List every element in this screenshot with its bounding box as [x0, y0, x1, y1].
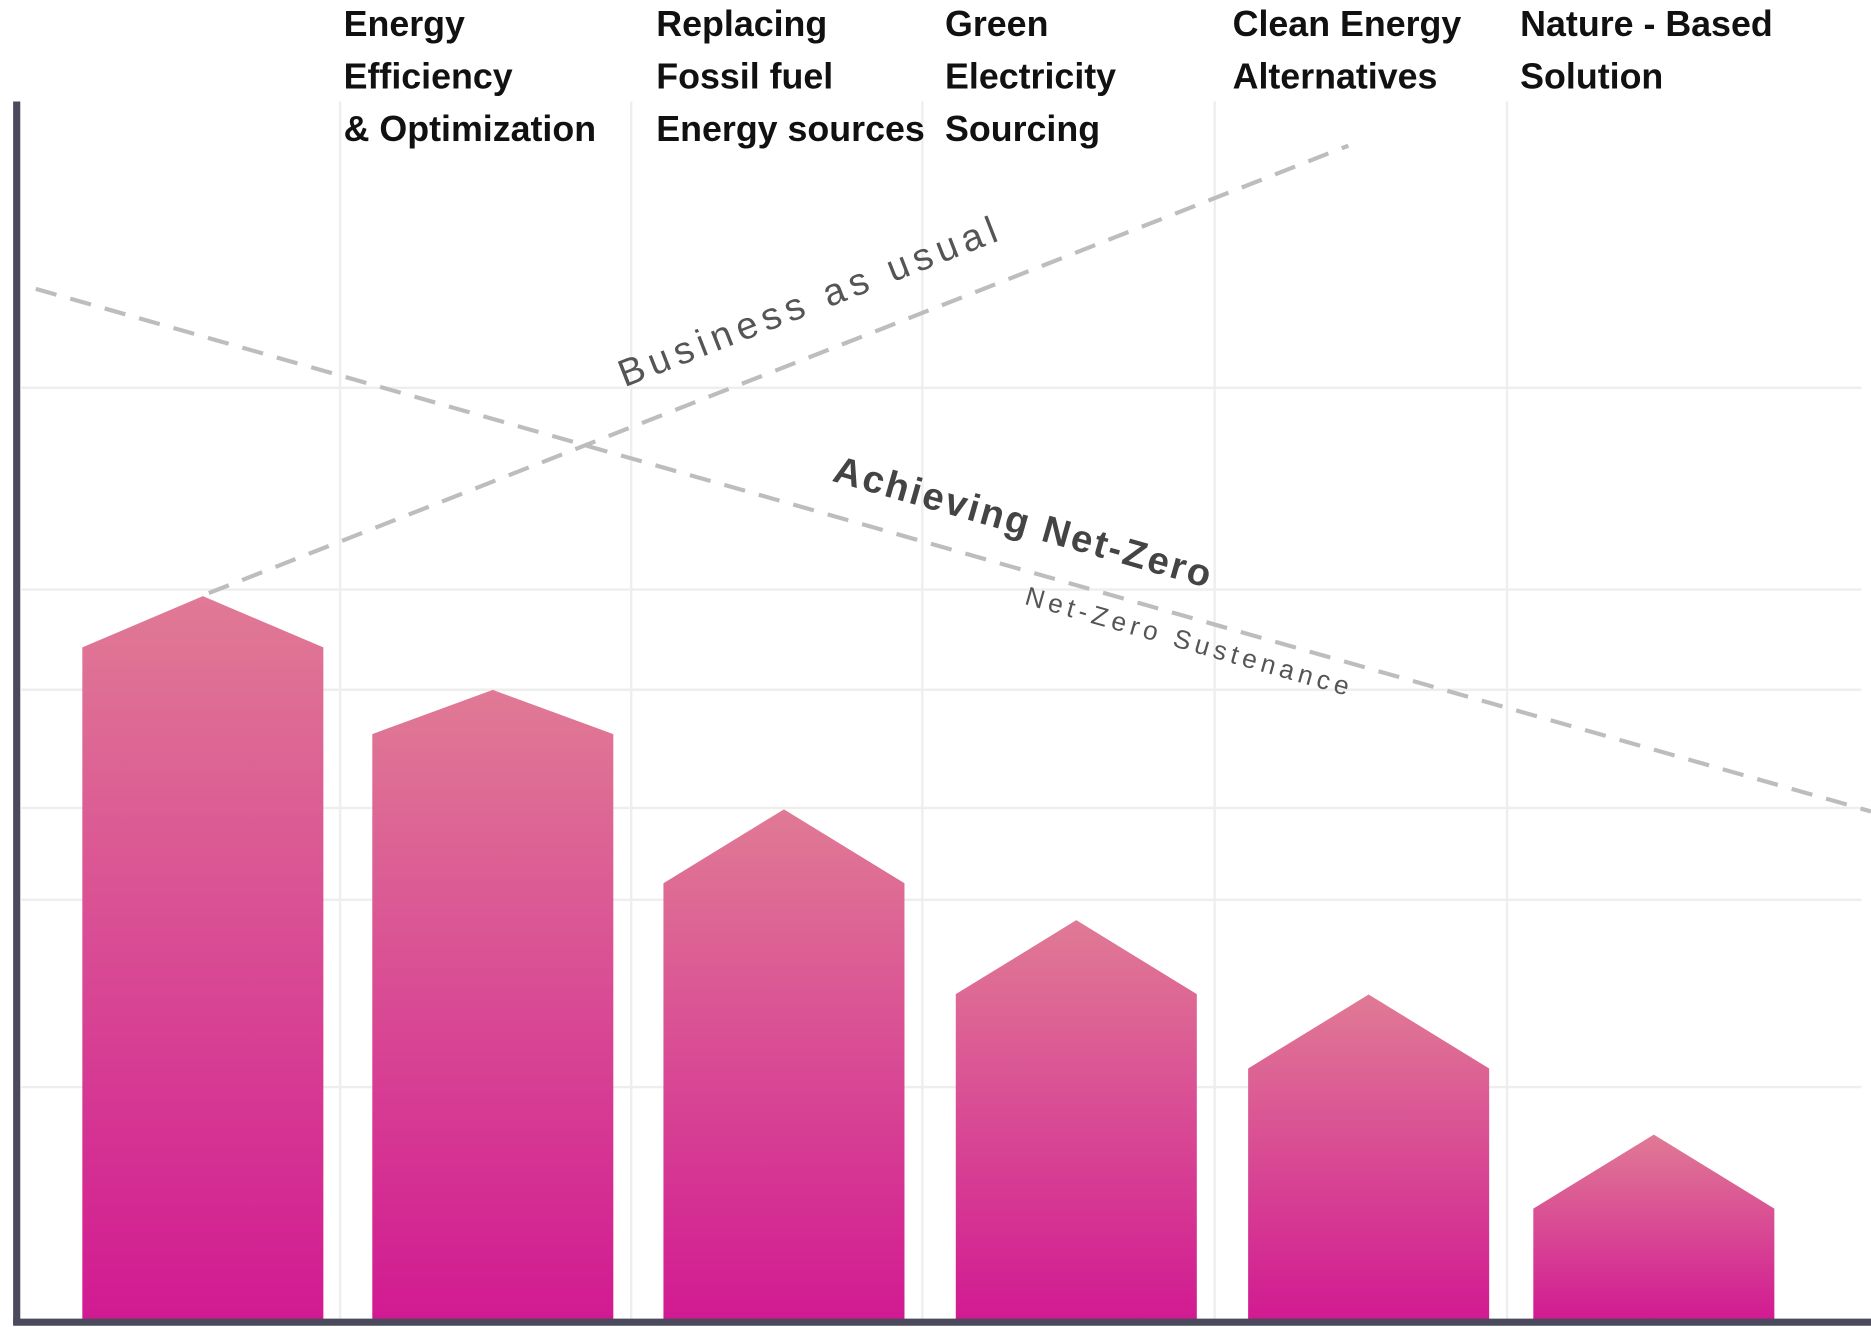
category-labels: Energy Efficiency & Optimization Replacing F… — [344, 4, 1773, 149]
trend-line — [35, 286, 1871, 814]
annotation: Achieving Net-Zero — [829, 448, 1219, 597]
bar — [1533, 1134, 1775, 1320]
trend-line — [208, 143, 1350, 596]
bar — [1248, 994, 1490, 1320]
annotation: Net-Zero Sustenance — [1022, 581, 1357, 703]
category-label: Green Electricity Sourcing — [945, 4, 1116, 149]
category-label: Replacing Fossil fuel Energy sources — [656, 4, 924, 149]
grid — [21, 101, 1862, 1320]
bar — [372, 689, 614, 1320]
bar — [663, 809, 905, 1320]
category-label: Energy Efficiency & Optimization — [344, 4, 596, 149]
bar — [955, 920, 1197, 1320]
category-label: Clean Energy Alternatives — [1233, 4, 1462, 97]
bar — [82, 596, 324, 1320]
category-label: Nature - Based Solution — [1520, 4, 1773, 97]
bars — [82, 596, 1775, 1320]
